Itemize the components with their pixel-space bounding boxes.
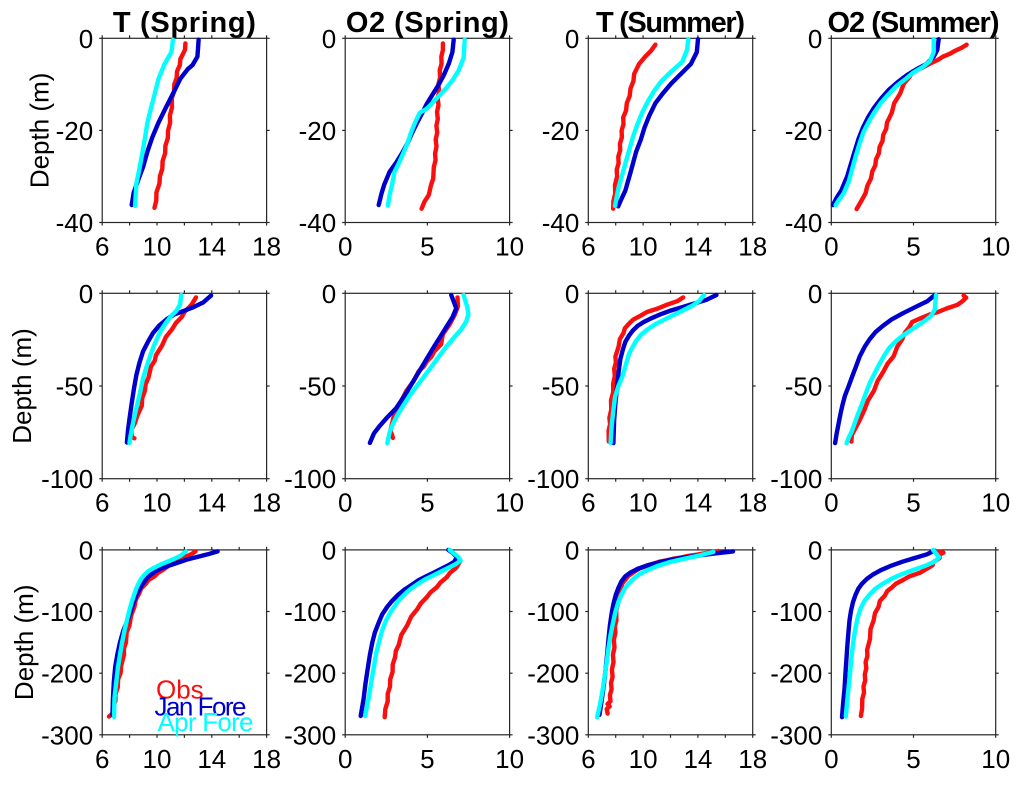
svg-text:18: 18 xyxy=(252,488,281,518)
svg-text:14: 14 xyxy=(683,232,712,262)
svg-text:0: 0 xyxy=(79,535,93,565)
svg-text:-100: -100 xyxy=(770,597,822,627)
svg-text:-40: -40 xyxy=(542,208,580,238)
svg-text:18: 18 xyxy=(738,232,767,262)
svg-text:-40: -40 xyxy=(785,208,823,238)
svg-text:-50: -50 xyxy=(56,372,94,402)
svg-text:14: 14 xyxy=(197,744,226,774)
svg-text:0: 0 xyxy=(824,488,838,518)
svg-text:0: 0 xyxy=(338,232,352,262)
svg-text:-50: -50 xyxy=(299,372,337,402)
svg-text:5: 5 xyxy=(906,232,920,262)
svg-text:10: 10 xyxy=(981,744,1010,774)
svg-text:6: 6 xyxy=(581,488,595,518)
svg-text:18: 18 xyxy=(252,232,281,262)
svg-text:-100: -100 xyxy=(41,464,93,494)
svg-text:Jan Fore: Jan Fore xyxy=(155,692,247,722)
svg-text:-200: -200 xyxy=(284,659,336,689)
svg-text:-50: -50 xyxy=(542,372,580,402)
svg-text:14: 14 xyxy=(683,488,712,518)
svg-text:O2 (Spring): O2 (Spring) xyxy=(346,7,509,39)
svg-text:18: 18 xyxy=(738,488,767,518)
svg-text:O2 (Summer): O2 (Summer) xyxy=(828,7,1000,39)
svg-text:18: 18 xyxy=(252,744,281,774)
svg-text:10: 10 xyxy=(495,232,524,262)
svg-text:0: 0 xyxy=(338,488,352,518)
svg-text:T (Spring): T (Spring) xyxy=(113,7,256,39)
svg-text:18: 18 xyxy=(738,744,767,774)
svg-text:10: 10 xyxy=(981,232,1010,262)
svg-text:5: 5 xyxy=(420,232,434,262)
svg-text:-300: -300 xyxy=(284,720,336,750)
svg-text:-20: -20 xyxy=(785,116,823,146)
svg-text:Apr Fore: Apr Fore xyxy=(158,707,254,737)
svg-text:14: 14 xyxy=(197,232,226,262)
svg-text:-20: -20 xyxy=(542,116,580,146)
svg-text:-40: -40 xyxy=(299,208,337,238)
svg-text:5: 5 xyxy=(420,488,434,518)
svg-text:10: 10 xyxy=(143,744,172,774)
svg-text:10: 10 xyxy=(629,744,658,774)
svg-text:0: 0 xyxy=(79,279,93,309)
svg-text:6: 6 xyxy=(95,232,109,262)
svg-text:10: 10 xyxy=(629,232,658,262)
svg-text:0: 0 xyxy=(808,24,822,54)
svg-text:-300: -300 xyxy=(527,720,579,750)
svg-text:10: 10 xyxy=(981,488,1010,518)
svg-text:-50: -50 xyxy=(785,372,823,402)
svg-text:5: 5 xyxy=(420,744,434,774)
svg-text:-100: -100 xyxy=(41,597,93,627)
svg-text:-100: -100 xyxy=(770,464,822,494)
svg-text:10: 10 xyxy=(495,744,524,774)
svg-text:-20: -20 xyxy=(299,116,337,146)
svg-text:Depth (m): Depth (m) xyxy=(25,73,55,189)
svg-text:0: 0 xyxy=(824,744,838,774)
svg-text:6: 6 xyxy=(581,744,595,774)
svg-text:-200: -200 xyxy=(527,659,579,689)
svg-text:0: 0 xyxy=(824,232,838,262)
svg-text:-40: -40 xyxy=(56,208,94,238)
svg-text:10: 10 xyxy=(143,232,172,262)
svg-text:0: 0 xyxy=(808,279,822,309)
svg-text:5: 5 xyxy=(906,488,920,518)
svg-text:-100: -100 xyxy=(527,597,579,627)
svg-text:-200: -200 xyxy=(41,659,93,689)
svg-text:10: 10 xyxy=(629,488,658,518)
svg-text:14: 14 xyxy=(683,744,712,774)
svg-text:10: 10 xyxy=(143,488,172,518)
svg-text:6: 6 xyxy=(95,488,109,518)
svg-text:0: 0 xyxy=(322,24,336,54)
svg-text:-200: -200 xyxy=(770,659,822,689)
svg-text:5: 5 xyxy=(906,744,920,774)
svg-text:14: 14 xyxy=(197,488,226,518)
svg-text:0: 0 xyxy=(322,279,336,309)
svg-text:T (Summer): T (Summer) xyxy=(596,7,745,39)
svg-text:-100: -100 xyxy=(284,597,336,627)
svg-text:-100: -100 xyxy=(284,464,336,494)
svg-text:-20: -20 xyxy=(56,116,94,146)
svg-text:0: 0 xyxy=(338,744,352,774)
svg-text:Depth (m): Depth (m) xyxy=(9,585,39,701)
svg-text:-100: -100 xyxy=(527,464,579,494)
svg-text:6: 6 xyxy=(95,744,109,774)
svg-text:6: 6 xyxy=(581,232,595,262)
svg-text:0: 0 xyxy=(565,535,579,565)
svg-text:Depth (m): Depth (m) xyxy=(7,328,37,444)
svg-text:0: 0 xyxy=(322,535,336,565)
svg-text:0: 0 xyxy=(808,535,822,565)
svg-text:Obs: Obs xyxy=(156,675,204,705)
svg-text:-300: -300 xyxy=(41,720,93,750)
svg-text:0: 0 xyxy=(565,279,579,309)
svg-text:0: 0 xyxy=(79,24,93,54)
svg-text:10: 10 xyxy=(495,488,524,518)
svg-text:0: 0 xyxy=(565,24,579,54)
svg-text:-300: -300 xyxy=(770,720,822,750)
